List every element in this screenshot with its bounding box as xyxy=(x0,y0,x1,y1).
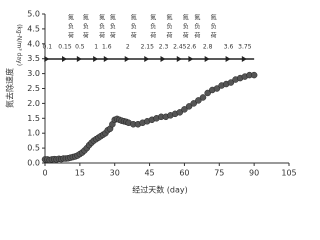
y-tick-label: 4.5 xyxy=(27,24,40,33)
loading-label: 氮负荷 xyxy=(193,13,200,41)
loading-arrow xyxy=(61,56,67,62)
loading-label: 氮负荷 xyxy=(209,13,216,41)
data-point xyxy=(195,97,202,104)
loading-value: 0.5 xyxy=(75,44,85,51)
x-tick-label: 45 xyxy=(144,169,154,178)
x-tick-label: 30 xyxy=(110,169,120,178)
loading-value: 2.45 xyxy=(173,44,187,51)
loading-label: 氮负荷 xyxy=(98,13,105,41)
data-point xyxy=(185,103,193,110)
loading-label: 氮负荷 xyxy=(149,13,156,41)
chart: 氮去除速度 (kg-N/m³ day) 经过天数 (day) 0.0 0.5 1.0… xyxy=(5,10,297,195)
data-point xyxy=(176,109,184,116)
loading-arrow xyxy=(76,56,82,62)
y-tick-label: 3.5 xyxy=(27,54,40,63)
loading-arrow xyxy=(188,56,194,62)
loading-label: 氮负荷 xyxy=(108,13,115,41)
y-tick-label: 2.5 xyxy=(27,84,40,93)
x-tick-label: 15 xyxy=(75,169,85,178)
loading-value: 3.75 xyxy=(238,44,252,51)
x-tick-label: 105 xyxy=(281,169,296,178)
y-tick-label: 1.5 xyxy=(27,114,40,123)
loading-label: 氮负荷 xyxy=(129,13,136,41)
loading-arrow xyxy=(225,56,231,62)
loading-value: 0.1 xyxy=(43,44,53,51)
loading-value: 1.6 xyxy=(102,44,112,51)
y-tick-label: 0.0 xyxy=(27,159,40,168)
loading-value: 2 xyxy=(126,44,130,51)
loading-value: 2.8 xyxy=(203,44,213,51)
y-tick-label: 4.0 xyxy=(27,39,40,48)
data-point xyxy=(204,89,211,97)
data-point xyxy=(190,100,197,107)
x-tick-label: 0 xyxy=(42,169,47,178)
loading-arrow xyxy=(44,56,50,62)
data-point xyxy=(250,71,258,79)
loading-value: 3.6 xyxy=(224,44,234,51)
loading-label: 氮负荷 xyxy=(165,13,172,41)
data-point xyxy=(213,85,221,92)
y-axis-label: 氮去除速度 xyxy=(5,68,15,108)
x-tick-label: 75 xyxy=(214,169,224,178)
x-tick-label: 90 xyxy=(249,169,259,178)
loading-label: 氮负荷 xyxy=(181,13,188,41)
loading-value: 2.15 xyxy=(141,44,155,51)
loading-arrow xyxy=(144,56,150,62)
y-tick-label: 5.0 xyxy=(27,10,40,19)
loading-arrow xyxy=(103,56,109,62)
loading-label: 氮负荷 xyxy=(66,13,73,41)
loading-arrow xyxy=(93,56,99,62)
y-tick-label: 3.0 xyxy=(27,69,40,78)
loading-arrow xyxy=(124,56,130,62)
loading-value: 2.6 xyxy=(187,44,197,51)
x-tick-label: 60 xyxy=(179,169,189,178)
data-point xyxy=(199,94,207,101)
loading-arrow xyxy=(176,56,182,62)
loading-value: 0.15 xyxy=(58,44,72,51)
y-tick-label: 0.5 xyxy=(27,144,40,153)
loading-value: 2.3 xyxy=(159,44,169,51)
loading-value: 1 xyxy=(94,44,98,51)
data-point xyxy=(181,106,188,113)
loading-arrow xyxy=(160,56,166,62)
x-axis-label: 经过天数 (day) xyxy=(132,185,188,195)
y-axis-unit: (kg-N/m³ day) xyxy=(16,24,23,66)
loading-label: 氮负荷 xyxy=(81,13,88,41)
data-point xyxy=(227,79,235,86)
loading-arrow xyxy=(204,56,210,62)
y-tick-label: 1.0 xyxy=(27,129,40,138)
loading-arrow xyxy=(241,56,247,62)
y-tick-label: 2.0 xyxy=(27,99,40,108)
